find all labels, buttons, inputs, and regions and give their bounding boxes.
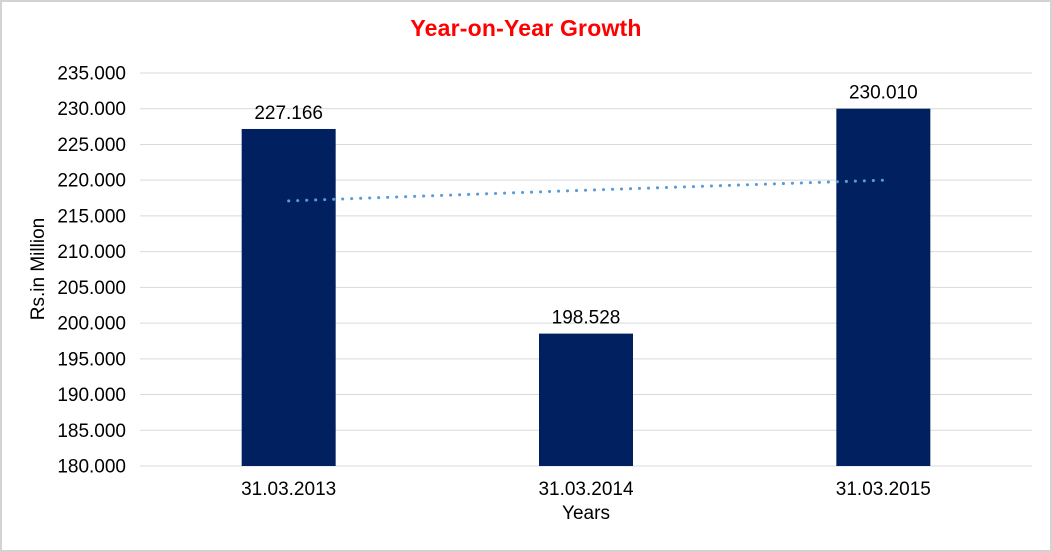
x-axis-title: Years [562,503,610,524]
y-tick-label: 185.000 [57,421,126,442]
bar-value-label: 227.166 [254,103,323,124]
y-tick-label: 230.000 [57,99,126,120]
bar[interactable] [539,333,633,466]
x-tick-label: 31.03.2015 [836,479,931,500]
y-tick-label: 205.000 [57,278,126,299]
y-tick-label: 195.000 [57,349,126,370]
y-tick-label: 200.000 [57,314,126,335]
bar[interactable] [241,128,336,467]
y-tick-label: 235.000 [57,64,126,85]
x-tick-label: 31.03.2014 [538,479,634,500]
y-tick-label: 225.000 [57,135,126,156]
y-tick-label: 220.000 [57,171,126,192]
y-tick-label: 215.000 [57,206,126,227]
bar[interactable] [836,108,931,466]
y-tick-label: 190.000 [57,385,126,406]
y-tick-label: 210.000 [57,242,126,263]
y-tick-label: 180.000 [57,457,126,478]
chart-title: Year-on-Year Growth [410,15,642,41]
trendline [287,178,885,203]
x-tick-label: 31.03.2013 [241,479,336,500]
bar-value-label: 198.528 [552,308,621,329]
bar-value-label: 230.010 [849,83,918,104]
